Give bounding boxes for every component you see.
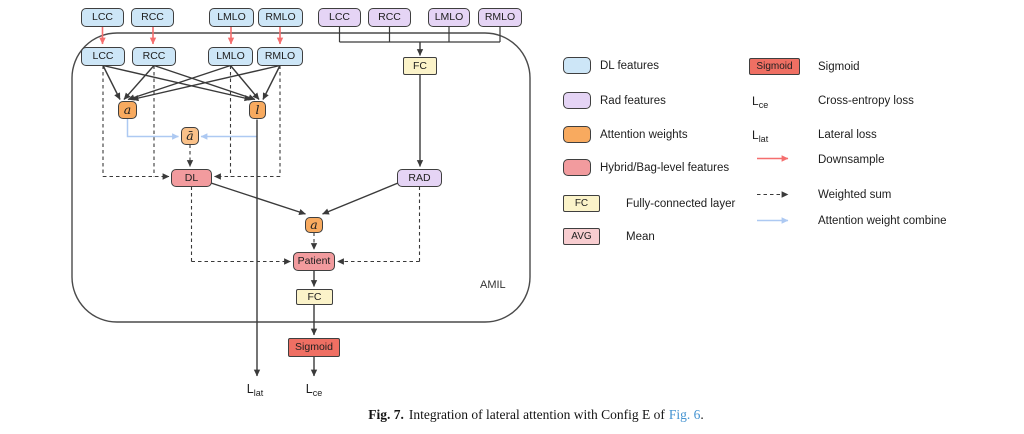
legend-swatch-hybrid-features <box>563 159 591 176</box>
legend-label-sigmoid: Sigmoid <box>818 61 860 73</box>
ce-loss-label: Lce <box>297 382 331 398</box>
legend-label-avg: Mean <box>626 231 655 243</box>
caption-period: . <box>700 407 704 422</box>
legend-arrow-samples <box>757 155 789 224</box>
legend-box-fc: FC <box>563 195 600 212</box>
node-rad: RAD <box>397 169 442 187</box>
node-top-lcc: LCC <box>81 8 124 27</box>
legend-label-attention-weight-combine: Attention weight combine <box>818 215 947 227</box>
legend-label-fc: Fully-connected layer <box>626 198 736 210</box>
legend-lce-sub: ce <box>758 100 769 110</box>
node-rad-rmlo: RMLO <box>478 8 522 27</box>
caption-text: Integration of lateral attention with Co… <box>408 407 665 422</box>
node-top-rmlo: RMLO <box>258 8 303 27</box>
ce-loss-base: L <box>305 382 313 396</box>
legend-label-hybrid-features: Hybrid/Bag-level features <box>600 162 730 174</box>
node-attention-fusion: a <box>305 217 323 233</box>
node-top-rcc: RCC <box>131 8 174 27</box>
weighted-sum-patient-paths <box>190 186 421 265</box>
node-fc-top: FC <box>403 57 437 75</box>
amil-container-outline <box>71 32 531 323</box>
legend-swatch-rad-features <box>563 92 591 109</box>
node-inner-rcc: RCC <box>132 47 176 66</box>
legend-label-cross-entropy: Cross-entropy loss <box>818 95 914 107</box>
legend-lce-base: L <box>752 94 759 108</box>
legend-label-rad-features: Rad features <box>600 95 666 107</box>
legend-box-avg: AVG <box>563 228 600 245</box>
legend-label-weighted-sum: Weighted sum <box>818 189 892 201</box>
legend-llat-base: L <box>752 128 759 142</box>
attention-input-arrows <box>102 64 281 102</box>
legend-symbol-llat: Llat <box>752 128 768 144</box>
node-patient: Patient <box>293 252 335 271</box>
legend-label-attention-weights: Attention weights <box>600 129 688 141</box>
legend-symbol-lce: Lce <box>752 94 768 110</box>
legend-label-dl-features: DL features <box>600 60 660 72</box>
node-rad-lcc: LCC <box>318 8 361 27</box>
node-top-lmlo: LMLO <box>209 8 254 27</box>
weighted-sum-dl-paths <box>102 65 281 180</box>
legend-llat-sub: lat <box>758 134 769 144</box>
node-rad-lmlo: LMLO <box>428 8 470 27</box>
legend-swatch-attention-weights <box>563 126 591 143</box>
lateral-loss-base: L <box>246 382 254 396</box>
node-attention-a: a <box>118 101 137 119</box>
node-fc-bottom: FC <box>296 289 333 305</box>
legend-label-downsample: Downsample <box>818 154 885 166</box>
node-rad-rcc: RCC <box>368 8 411 27</box>
attention-combine-arrows <box>126 119 257 140</box>
caption-figure-link[interactable]: Fig. 6 <box>668 407 701 422</box>
node-inner-lmlo: LMLO <box>208 47 253 66</box>
fusion-lines <box>210 74 424 377</box>
caption-figure-number: Fig. 7. <box>368 407 404 422</box>
node-attention-combined: ā <box>181 127 199 145</box>
rad-bus-lines <box>338 26 501 56</box>
node-inner-lcc: LCC <box>81 47 125 66</box>
legend-swatch-dl-features <box>563 57 591 74</box>
lateral-loss-sub: lat <box>253 388 264 398</box>
node-lateral-l: l <box>249 101 266 119</box>
figure-caption: Fig. 7. Integration of lateral attention … <box>136 407 936 423</box>
legend-label-lateral-loss: Lateral loss <box>818 129 877 141</box>
node-dl: DL <box>171 169 212 187</box>
node-inner-rmlo: RMLO <box>257 47 303 66</box>
legend-box-sigmoid: Sigmoid <box>749 58 800 75</box>
node-sigmoid: Sigmoid <box>288 338 340 357</box>
amil-label: AMIL <box>480 279 506 291</box>
downsample-arrows <box>99 27 284 45</box>
ce-loss-sub: ce <box>312 388 323 398</box>
lateral-loss-label: Llat <box>238 382 272 398</box>
